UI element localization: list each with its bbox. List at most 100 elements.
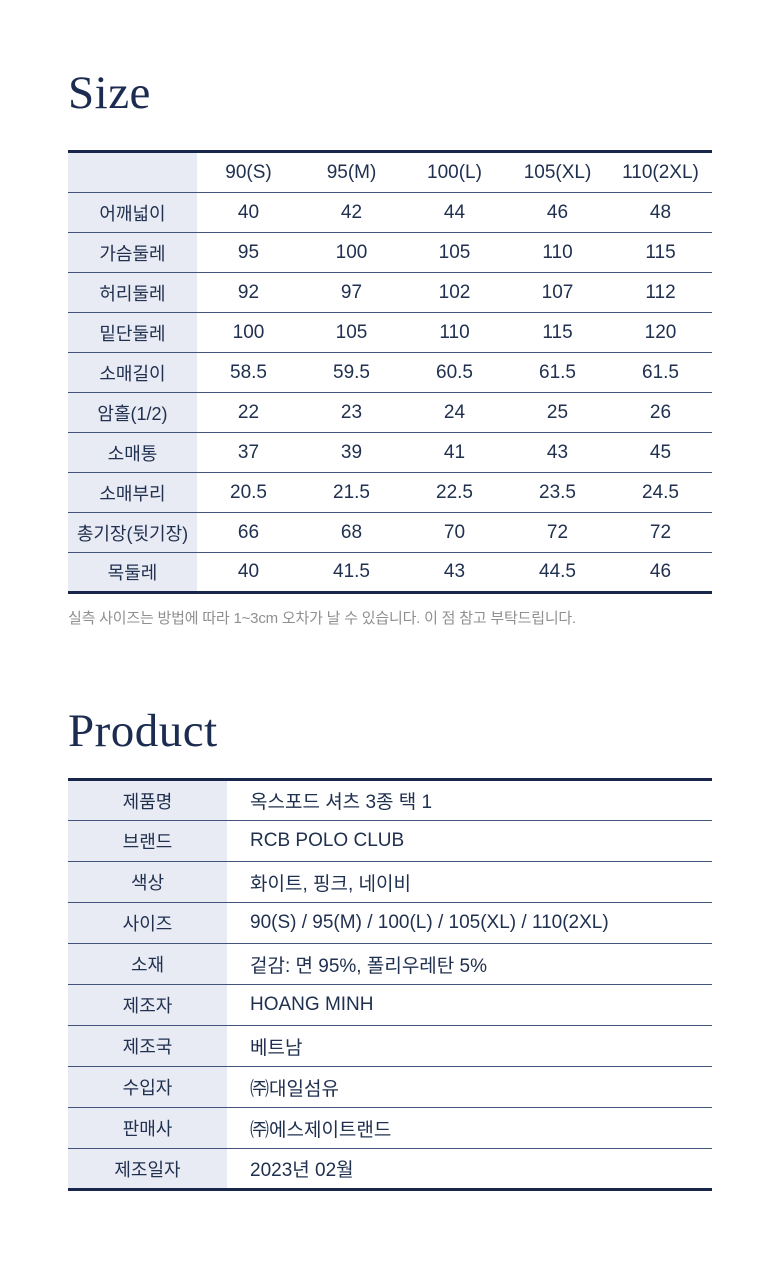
size-value-cell: 105 xyxy=(335,321,368,343)
size-row-label: 어깨넓이 xyxy=(68,192,197,233)
size-table-body: 어깨넓이 40 42 44 46 48 가슴둘레 95 100 105 110 115 허리둘레 92 97… xyxy=(68,192,712,593)
size-value-cell: 26 xyxy=(649,401,672,423)
size-value-cell: 21.5 xyxy=(333,481,370,503)
product-section-title: Product xyxy=(68,705,218,757)
product-row-value: ㈜대일섬유 xyxy=(250,1078,339,1100)
size-value-cell: 120 xyxy=(644,321,677,343)
product-table-row: 사이즈 90(S) / 95(M) / 100(L) / 105(XL) / 11… xyxy=(68,902,712,944)
size-value-cell: 40 xyxy=(237,561,260,582)
product-row-value: HOANG MINH xyxy=(250,994,374,1015)
size-value-cell: 41.5 xyxy=(333,561,370,582)
product-row-label: 제조자 xyxy=(68,984,227,1026)
size-row-label: 밑단둘레 xyxy=(68,312,197,353)
size-value-cell: 23.5 xyxy=(539,481,576,503)
size-value-cell: 112 xyxy=(645,281,676,303)
size-table: 90(S) 95(M) 100(L) 105(XL) 110(2XL) 어깨넓이 40 42… xyxy=(68,150,712,594)
size-measurement-note: 실측 사이즈는 방법에 따라 1~3cm 오차가 날 수 있습니다. 이 점 참… xyxy=(68,610,576,627)
size-value-cell: 46 xyxy=(649,561,672,582)
size-column-header: 95(M) xyxy=(326,161,377,183)
product-table-row: 판매사 ㈜에스제이트랜드 xyxy=(68,1107,712,1149)
product-row-value: 베트남 xyxy=(250,1037,303,1059)
product-table-row: 제품명 옥스포드 셔츠 3종 택 1 xyxy=(68,779,712,821)
product-row-value: RCB POLO CLUB xyxy=(250,830,405,851)
product-table-body: 제품명 옥스포드 셔츠 3종 택 1 브랜드 RCB POLO CLUB 색상 화이트, … xyxy=(68,779,712,1190)
product-row-label: 판매사 xyxy=(68,1107,227,1149)
size-value-cell: 41 xyxy=(443,441,466,463)
product-table-row: 소재 겉감: 면 95%, 폴리우레탄 5% xyxy=(68,943,712,985)
size-column-header: 90(S) xyxy=(225,161,272,183)
size-table-row: 가슴둘레 95 100 105 110 115 xyxy=(68,232,712,273)
product-row-value: 90(S) / 95(M) / 100(L) / 105(XL) / 110(2… xyxy=(250,912,609,933)
size-value-cell: 70 xyxy=(443,521,466,543)
size-table-row: 어깨넓이 40 42 44 46 48 xyxy=(68,192,712,233)
product-row-label: 사이즈 xyxy=(68,902,227,944)
size-table-row: 총기장(뒷기장) 66 68 70 72 72 xyxy=(68,512,712,553)
size-value-cell: 37 xyxy=(237,441,260,463)
size-value-cell: 66 xyxy=(237,521,260,543)
size-table-row: 밑단둘레 100 105 110 115 120 xyxy=(68,312,712,353)
size-row-label: 허리둘레 xyxy=(68,272,197,313)
size-table-row: 암홀(1/2) 22 23 24 25 26 xyxy=(68,392,712,433)
size-table-row: 목둘레 40 41.5 43 44.5 46 xyxy=(68,552,712,593)
size-value-cell: 97 xyxy=(340,281,363,303)
size-value-cell: 59.5 xyxy=(333,361,370,383)
size-table-row: 소매길이 58.5 59.5 60.5 61.5 61.5 xyxy=(68,352,712,393)
size-value-cell: 95 xyxy=(237,241,260,263)
product-table-row: 수입자 ㈜대일섬유 xyxy=(68,1066,712,1108)
size-value-cell: 61.5 xyxy=(539,361,576,383)
size-section-title: Size xyxy=(68,67,151,119)
size-value-cell: 20.5 xyxy=(230,481,267,503)
size-row-label: 암홀(1/2) xyxy=(68,392,197,433)
size-row-label: 소매부리 xyxy=(68,472,197,513)
size-table-row: 소매통 37 39 41 43 45 xyxy=(68,432,712,473)
size-value-cell: 102 xyxy=(438,281,471,303)
product-table-row: 제조자 HOANG MINH xyxy=(68,984,712,1026)
size-value-cell: 40 xyxy=(237,201,260,223)
size-value-cell: 39 xyxy=(340,441,363,463)
size-value-cell: 68 xyxy=(340,521,363,543)
size-value-cell: 24 xyxy=(443,401,466,423)
product-row-value: 옥스포드 셔츠 3종 택 1 xyxy=(250,792,433,813)
size-value-cell: 45 xyxy=(649,441,672,463)
size-value-cell: 24.5 xyxy=(642,481,679,503)
size-value-cell: 100 xyxy=(335,241,368,263)
product-row-value: 겉감: 면 95%, 폴리우레탄 5% xyxy=(250,955,488,977)
product-section: Product 제품명 옥스포드 셔츠 3종 택 1 브랜드 RCB POLO CLU… xyxy=(68,708,712,1191)
size-section: Size 90(S) 95(M) 100(L) 105(XL) 110(2XL) 어깨넓… xyxy=(68,70,712,630)
size-value-cell: 100 xyxy=(232,321,265,343)
size-table-header-row: 90(S) 95(M) 100(L) 105(XL) 110(2XL) xyxy=(68,151,712,193)
size-value-cell: 25 xyxy=(546,401,569,423)
size-row-label: 가슴둘레 xyxy=(68,232,197,273)
size-value-cell: 72 xyxy=(546,521,569,543)
size-value-cell: 48 xyxy=(649,201,672,223)
size-value-cell: 58.5 xyxy=(230,361,267,383)
product-table-row: 제조일자 2023년 02월 xyxy=(68,1148,712,1190)
size-value-cell: 115 xyxy=(645,241,676,263)
size-column-header: 110(2XL) xyxy=(622,161,699,183)
size-value-cell: 107 xyxy=(541,281,574,303)
size-table-row: 소매부리 20.5 21.5 22.5 23.5 24.5 xyxy=(68,472,712,513)
size-value-cell: 105 xyxy=(438,241,471,263)
size-value-cell: 23 xyxy=(340,401,363,423)
product-row-label: 색상 xyxy=(68,861,227,903)
size-value-cell: 110 xyxy=(542,241,573,263)
size-value-cell: 60.5 xyxy=(436,361,473,383)
product-row-label: 소재 xyxy=(68,943,227,985)
size-value-cell: 72 xyxy=(649,521,672,543)
size-row-label: 총기장(뒷기장) xyxy=(68,512,197,553)
product-table-row: 색상 화이트, 핑크, 네이비 xyxy=(68,861,712,903)
product-row-label: 브랜드 xyxy=(68,820,227,862)
size-value-cell: 110 xyxy=(439,321,470,343)
size-value-cell: 22.5 xyxy=(436,481,473,503)
size-value-cell: 115 xyxy=(542,321,573,343)
size-row-label: 소매길이 xyxy=(68,352,197,393)
size-row-label: 목둘레 xyxy=(68,552,197,593)
size-value-cell: 22 xyxy=(237,401,260,423)
product-row-label: 제조일자 xyxy=(68,1148,227,1190)
size-value-cell: 92 xyxy=(237,281,260,303)
size-value-cell: 46 xyxy=(546,201,569,223)
size-table-row: 허리둘레 92 97 102 107 112 xyxy=(68,272,712,313)
product-table: 제품명 옥스포드 셔츠 3종 택 1 브랜드 RCB POLO CLUB 색상 화이트, … xyxy=(68,778,712,1191)
size-value-cell: 43 xyxy=(443,561,466,582)
product-row-value: 화이트, 핑크, 네이비 xyxy=(250,873,411,895)
